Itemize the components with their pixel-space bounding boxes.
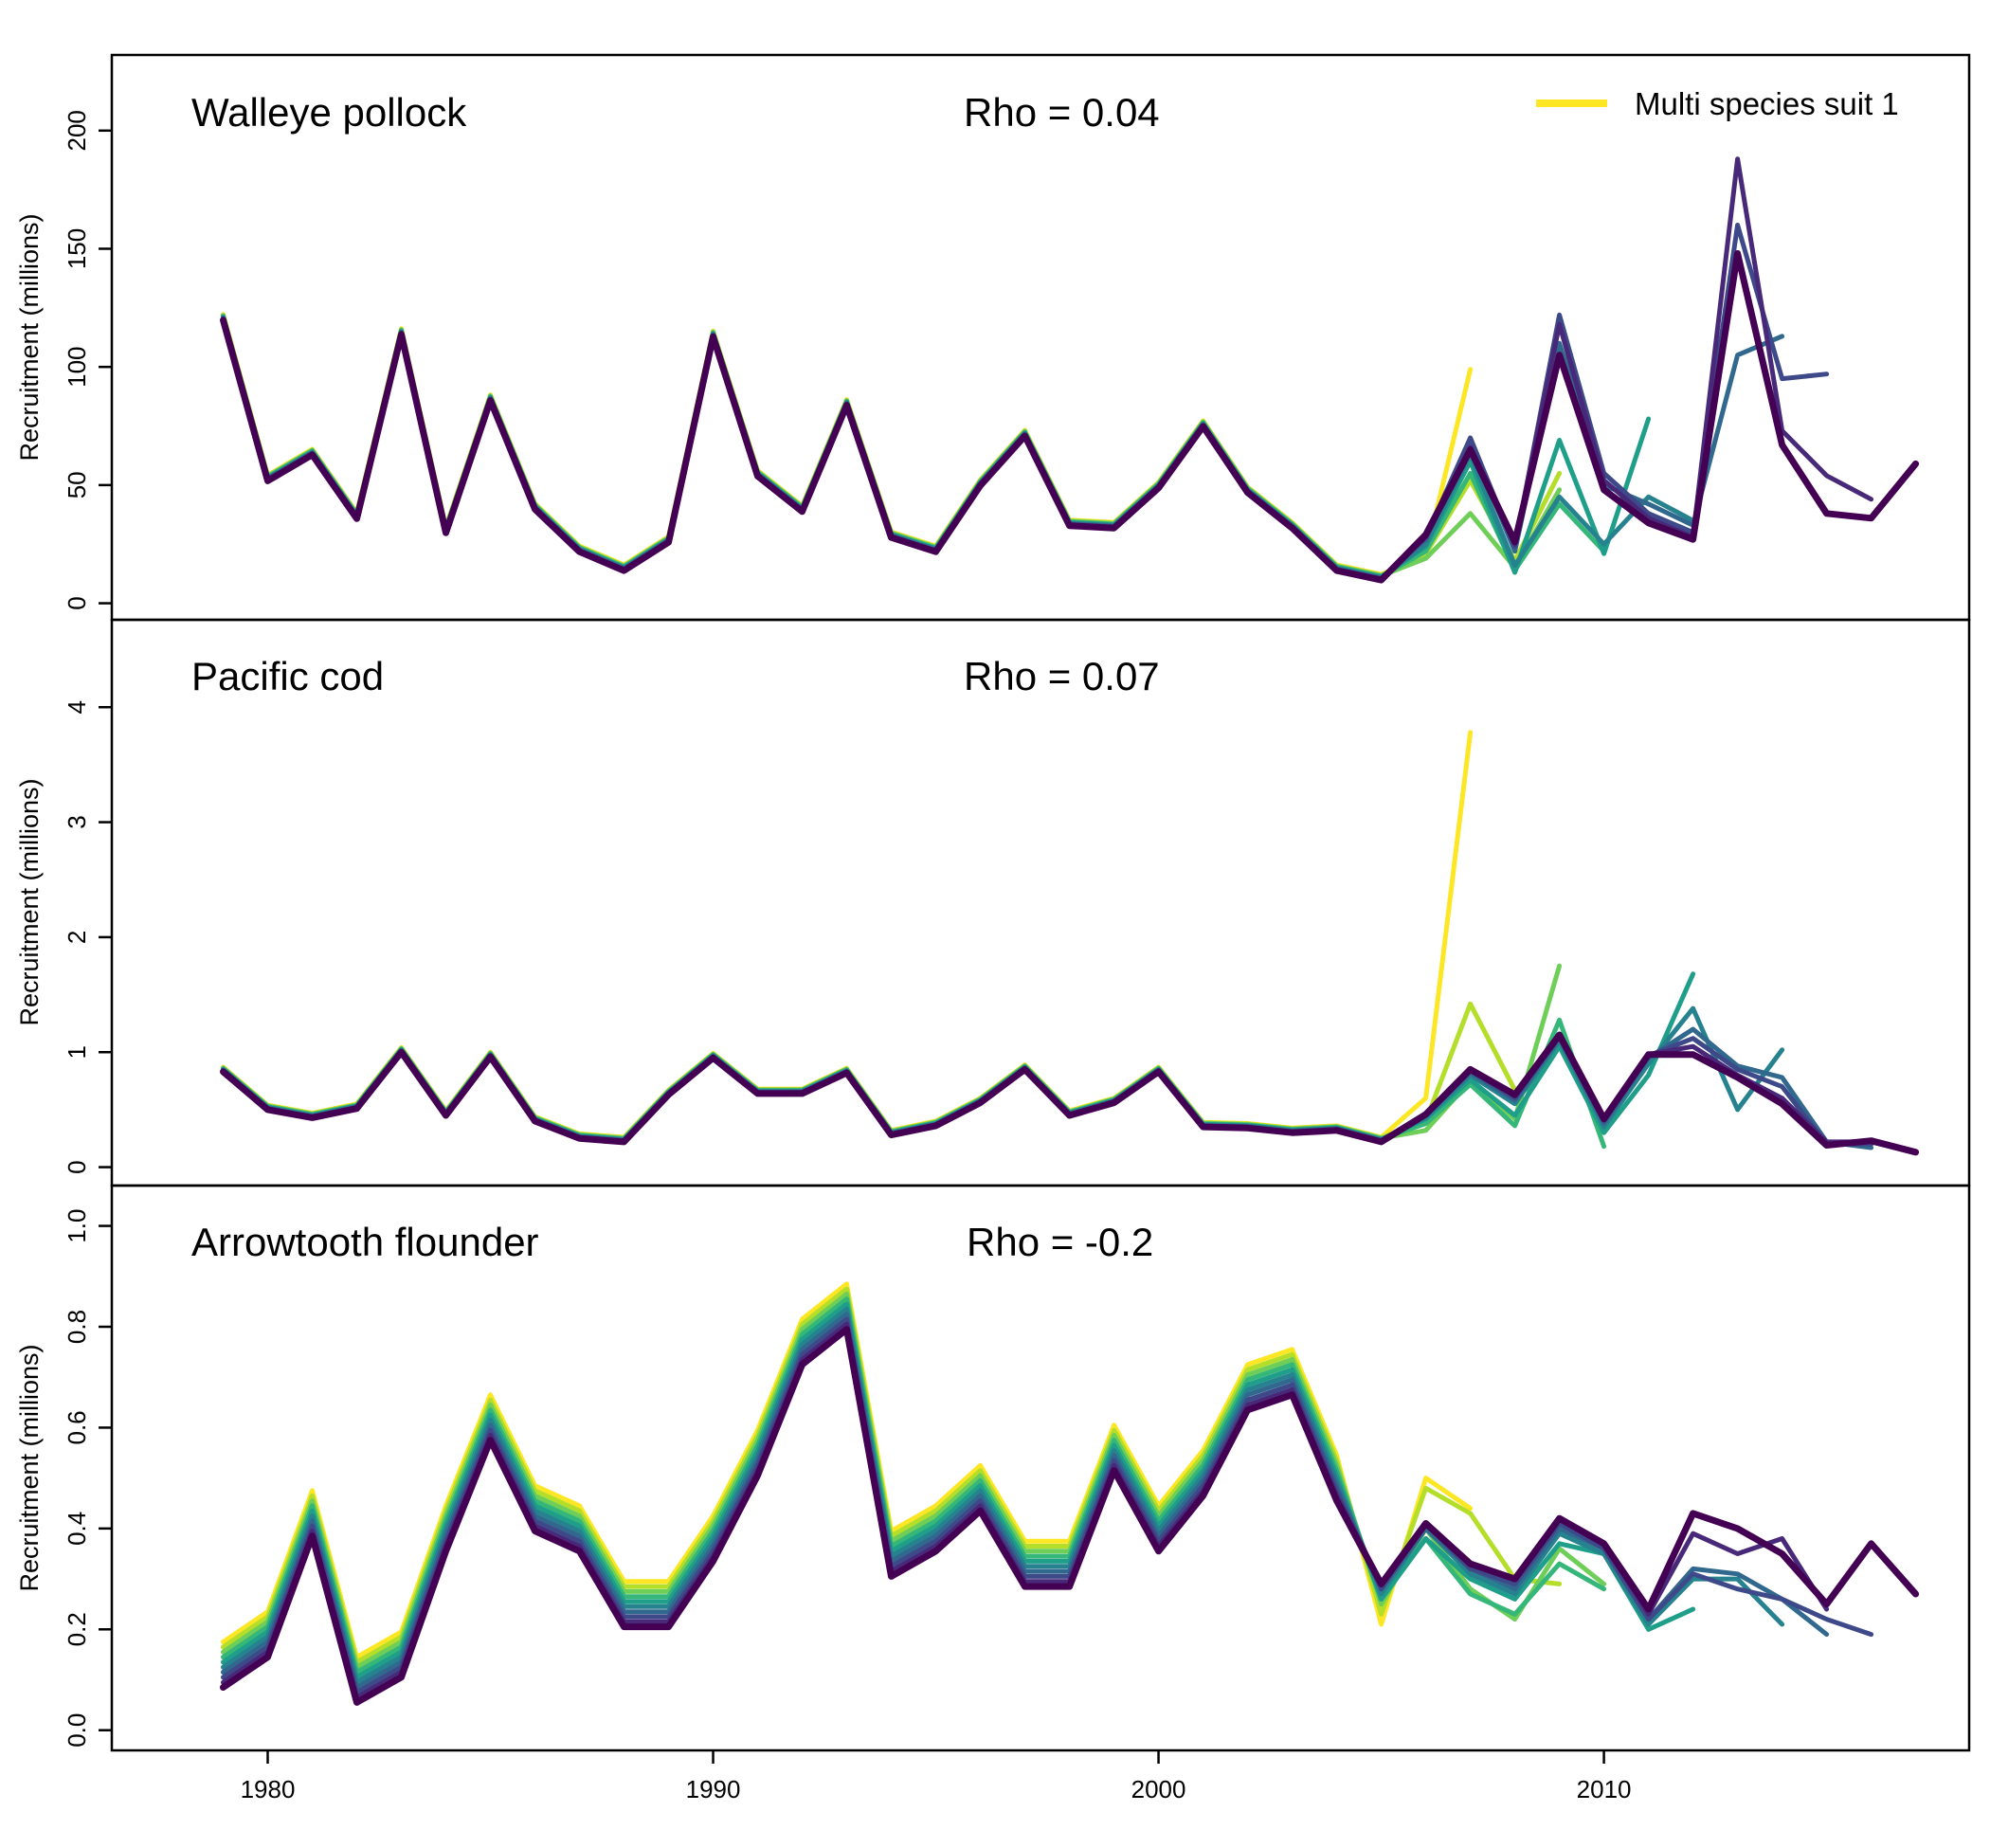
series-line-4 [221,1296,1607,1675]
series-line-10 [220,1031,1920,1156]
y-tick-label: 0.2 [63,1612,91,1646]
plot-series-2 [220,1281,1920,1706]
panel-title-0: Walleye pollock [191,90,467,135]
plot-series-1 [220,730,1920,1156]
plot-frame-2 [110,1184,1971,1752]
y-axis-2: 0.0 0.2 0.4 0.6 0.8 1.0 [63,1208,112,1748]
y-tick-label: 0 [63,596,91,609]
y-axis-0: 0 50 100 150 200 [63,110,112,610]
y-tick-label: 0.8 [63,1310,91,1344]
y-tick-label: 100 [63,346,91,387]
series-line-1 [221,312,1474,577]
rho-label-2: Rho = -0.2 [967,1220,1153,1264]
series-line-8 [221,1316,1874,1695]
panel-title-2: Arrowtooth flounder [191,1220,539,1264]
series-line-6 [221,1006,1785,1143]
series-line-7 [221,1312,1830,1690]
x-tick-label: 1990 [686,1775,741,1803]
panel-pacific-cod: 0 1 2 3 4 Recruitment (millions) Pacific cod… [15,618,1971,1187]
y-axis-label-1: Recruitment (millions) [15,778,44,1025]
series-line-3 [221,1291,1607,1670]
y-axis-label-0: Recruitment (millions) [15,213,44,461]
series-line-7 [221,316,1785,581]
y-tick-label: 1.0 [63,1208,91,1242]
legend-label: Multi species suit 1 [1635,86,1899,121]
series-line-9 [221,156,1874,582]
x-tick-label: 2000 [1131,1775,1186,1803]
y-tick-label: 2 [63,931,91,944]
panel-arrowtooth-flounder: 0.0 0.2 0.4 0.6 0.8 1.0 Recruitment (millions… [15,1184,1971,1752]
y-tick-label: 0.6 [63,1410,91,1444]
y-tick-label: 150 [63,228,91,269]
plot-frame-1 [110,618,1971,1187]
y-tick-label: 0 [63,1160,91,1173]
y-axis-label-2: Recruitment (millions) [15,1344,44,1591]
y-axis-1: 0 1 2 3 4 [63,700,112,1174]
series-line-3 [221,963,1563,1141]
x-tick-label: 1980 [241,1775,296,1803]
x-axis: 1980 1990 2000 2010 [241,1750,1632,1803]
y-tick-label: 0.4 [63,1512,91,1546]
series-line-10 [220,250,1920,584]
plot-series-0 [220,156,1920,584]
y-tick-label: 3 [63,815,91,828]
series-line-10 [220,1326,1920,1706]
legend: Multi species suit 1 [1536,86,1899,121]
y-tick-label: 4 [63,700,91,714]
y-tick-label: 1 [63,1045,91,1059]
rho-label-0: Rho = 0.04 [964,90,1160,135]
y-tick-label: 0.0 [63,1713,91,1748]
rho-label-1: Rho = 0.07 [964,654,1160,698]
panel-walleye-pollock: 0 50 100 150 200 Recruitment (millions) Wall… [15,53,1971,622]
y-tick-label: 50 [63,471,91,498]
panel-title-1: Pacific cod [191,654,384,698]
y-tick-label: 200 [63,110,91,151]
x-tick-label: 2010 [1577,1775,1632,1803]
